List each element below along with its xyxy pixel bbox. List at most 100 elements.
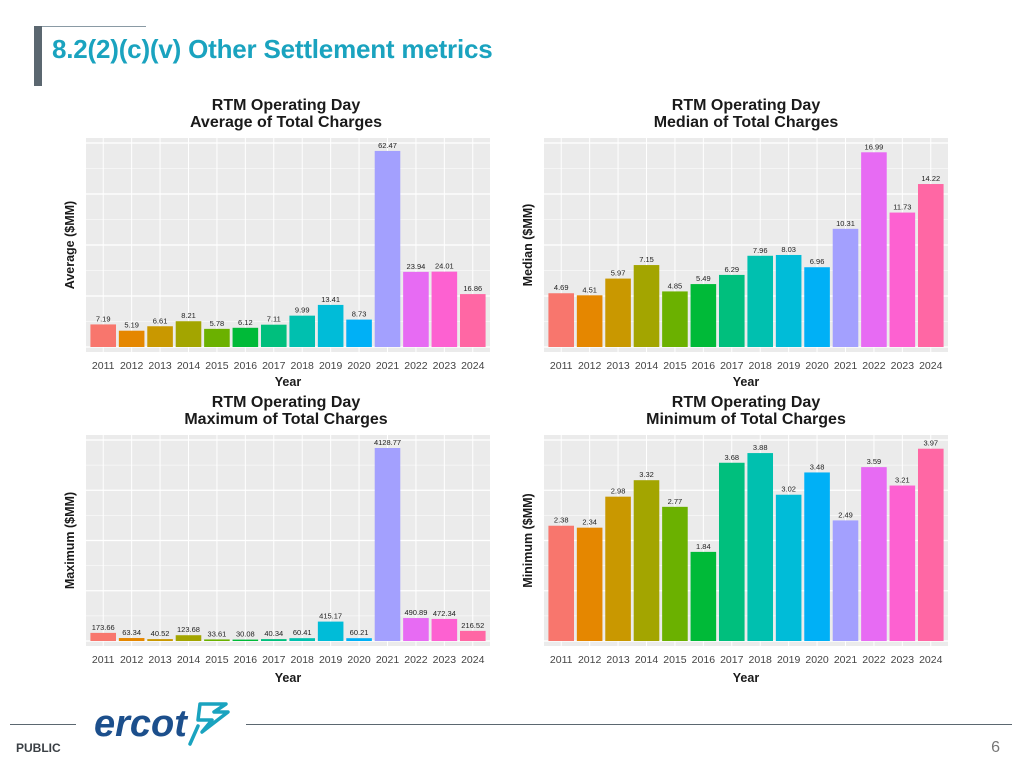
bar-2015 [662, 291, 688, 347]
x-tick-2017: 2017 [262, 654, 286, 666]
x-tick-2012: 2012 [120, 654, 144, 666]
bar-2012 [576, 295, 603, 347]
data-label-2020: 3.48 [810, 462, 825, 471]
x-tick-2018: 2018 [291, 360, 315, 372]
bar-2018 [747, 255, 774, 347]
data-label-2011: 2.38 [554, 516, 569, 525]
bar-2023 [889, 212, 916, 347]
data-label-2024: 3.97 [923, 439, 938, 448]
footer-rule-left [10, 724, 76, 725]
x-tick-2020: 2020 [805, 360, 829, 372]
x-tick-2021: 2021 [376, 360, 400, 372]
data-label-2012: 2.34 [582, 518, 597, 527]
bar-2018 [289, 315, 316, 347]
data-label-2017: 3.68 [724, 453, 739, 462]
bar-2013 [147, 326, 173, 347]
title-accent-bar [34, 26, 42, 86]
x-tick-2016: 2016 [692, 654, 716, 666]
x-tick-2011: 2011 [550, 360, 573, 372]
bar-2014 [633, 265, 660, 347]
bar-2011 [548, 525, 575, 641]
chart-subtitle: Average of Total Charges [190, 114, 382, 131]
chart-2: 4.69 2011 4.51 2012 5.97 2013 7.15 2014 4.85 2015… [521, 97, 948, 389]
data-label-2018: 9.99 [295, 306, 310, 315]
bar-2013 [147, 639, 173, 641]
data-label-2015: 5.78 [210, 319, 225, 328]
bar-2012 [118, 330, 145, 347]
data-label-2016: 30.08 [236, 630, 255, 639]
bar-2017 [718, 462, 745, 641]
bar-2021 [374, 448, 401, 641]
data-label-2019: 8.03 [781, 245, 796, 254]
bar-2020 [804, 267, 830, 347]
data-label-2020: 60.21 [350, 628, 369, 637]
chart-title: RTM Operating Day [212, 97, 361, 114]
y-axis-label: Median ($MM) [521, 204, 535, 287]
x-tick-2013: 2013 [606, 360, 630, 372]
data-label-2023: 472.34 [433, 609, 456, 618]
data-label-2014: 7.15 [639, 255, 654, 264]
bar-2022 [403, 618, 429, 641]
bar-2018 [289, 638, 316, 641]
y-axis-label: Maximum ($MM) [63, 492, 77, 589]
x-tick-2015: 2015 [205, 654, 229, 666]
bar-2020 [346, 319, 372, 347]
x-tick-2012: 2012 [578, 654, 602, 666]
bar-2022 [861, 467, 887, 641]
x-tick-2014: 2014 [635, 360, 659, 372]
bar-2012 [576, 527, 603, 641]
chart-4: 2.38 2011 2.34 2012 2.98 2013 3.32 2014 2.77 2015… [521, 394, 948, 685]
x-tick-2016: 2016 [234, 654, 258, 666]
data-label-2022: 23.94 [407, 262, 426, 271]
data-label-2018: 7.96 [753, 246, 768, 255]
x-tick-2019: 2019 [319, 654, 343, 666]
bar-2016 [690, 284, 717, 347]
data-label-2012: 5.19 [124, 321, 139, 330]
x-tick-2014: 2014 [177, 360, 201, 372]
y-axis-label: Average ($MM) [63, 201, 77, 289]
public-label: PUBLIC [16, 741, 61, 755]
x-tick-2021: 2021 [376, 654, 400, 666]
bar-2021 [832, 228, 859, 347]
data-label-2018: 3.88 [753, 443, 768, 452]
data-label-2019: 3.02 [781, 485, 796, 494]
bar-2016 [232, 639, 259, 641]
page-number: 6 [991, 739, 1000, 756]
bar-2022 [861, 152, 887, 347]
ercot-logo: ercot [94, 702, 230, 746]
bar-2011 [548, 293, 575, 347]
x-tick-2022: 2022 [404, 360, 428, 372]
data-label-2023: 24.01 [435, 262, 454, 271]
data-label-2021: 62.47 [378, 141, 397, 150]
x-tick-2019: 2019 [319, 360, 343, 372]
x-axis-label: Year [275, 375, 302, 389]
x-tick-2021: 2021 [834, 654, 858, 666]
x-tick-2022: 2022 [404, 654, 428, 666]
bar-2018 [747, 453, 774, 641]
x-tick-2019: 2019 [777, 654, 801, 666]
x-tick-2016: 2016 [234, 360, 258, 372]
bar-2014 [175, 321, 202, 347]
title-top-rule [42, 26, 146, 27]
data-label-2022: 3.59 [867, 457, 882, 466]
x-tick-2011: 2011 [92, 360, 115, 372]
data-label-2014: 8.21 [181, 311, 196, 320]
bar-2015 [204, 639, 230, 641]
data-label-2023: 3.21 [895, 476, 910, 485]
data-label-2017: 7.11 [267, 315, 281, 324]
x-tick-2019: 2019 [777, 360, 801, 372]
data-label-2017: 40.34 [264, 629, 283, 638]
bar-2015 [204, 328, 230, 347]
bar-2023 [431, 271, 458, 347]
x-tick-2020: 2020 [805, 654, 829, 666]
data-label-2015: 2.77 [668, 497, 683, 506]
chart-1: 7.19 2011 5.19 2012 6.61 2013 8.21 2014 5.78 2015… [63, 97, 490, 389]
chart-3: 173.66 2011 63.34 2012 40.52 2013 123.68 2014 33… [63, 394, 490, 685]
bar-2014 [633, 480, 660, 641]
bar-2023 [431, 618, 458, 641]
bar-2019 [775, 494, 802, 641]
bar-2017 [260, 324, 287, 347]
data-label-2015: 4.85 [668, 281, 683, 290]
x-tick-2012: 2012 [120, 360, 144, 372]
data-label-2012: 63.34 [122, 628, 141, 637]
